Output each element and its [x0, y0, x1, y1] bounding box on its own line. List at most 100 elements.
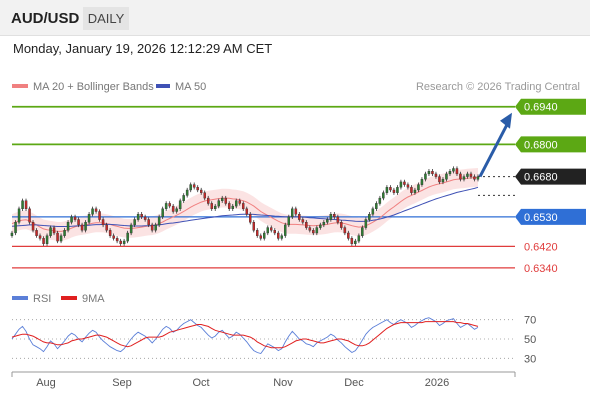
- rsi-level-label-70: 70: [524, 315, 536, 327]
- rsi-ma-line: [11, 321, 479, 349]
- candle-body: [171, 205, 175, 212]
- candle-body: [308, 227, 312, 231]
- candle-body: [466, 173, 469, 177]
- research-credit: Research © 2026 Trading Central: [416, 81, 580, 93]
- candle-body: [206, 197, 210, 204]
- candle-body: [312, 230, 315, 234]
- x-tick-label-Oct: Oct: [192, 377, 209, 389]
- candle-body: [378, 197, 382, 204]
- candle-body: [410, 187, 413, 193]
- candle-body: [14, 221, 17, 234]
- chart-header: AUD/USD DAILY: [0, 0, 590, 36]
- candle-body: [84, 221, 87, 231]
- candle-body: [94, 208, 98, 212]
- candle-body: [143, 216, 147, 220]
- candle-body: [459, 173, 462, 180]
- candle-body: [168, 203, 171, 207]
- rsi-ma-legend-label: 9MA: [82, 293, 105, 305]
- x-tick-label-Sep: Sep: [112, 377, 132, 389]
- candle-body: [42, 238, 45, 244]
- candle-body: [31, 221, 35, 231]
- candle-body: [112, 235, 115, 239]
- candle-body: [238, 200, 241, 204]
- bollinger-band: [12, 168, 478, 241]
- ma50-legend-swatch: [156, 84, 170, 88]
- candle-body: [105, 224, 108, 231]
- candle-body: [59, 235, 63, 242]
- candle-body: [343, 227, 347, 234]
- candle-body: [66, 221, 70, 231]
- candle-body: [273, 230, 277, 234]
- candle-body: [270, 227, 273, 231]
- candle-body: [259, 235, 263, 239]
- candle-body: [52, 227, 56, 234]
- candle-body: [28, 208, 31, 223]
- candle-body: [417, 184, 420, 191]
- candle-body: [108, 230, 112, 236]
- level-label-0.6420: 0.6420: [524, 241, 558, 253]
- candle-body: [277, 232, 280, 239]
- current-price-label: 0.6680: [524, 172, 558, 184]
- candle-body: [133, 219, 136, 226]
- ma20-legend-label: MA 20 + Bollinger Bands: [33, 81, 154, 93]
- candle-body: [298, 213, 301, 220]
- candle-body: [354, 240, 357, 244]
- current-price-tag: [515, 168, 586, 185]
- forecast-arrow-head: [500, 112, 512, 129]
- candle-body: [231, 205, 234, 210]
- candle-body: [182, 195, 185, 201]
- ma20-line: [11, 176, 479, 232]
- candle-body: [340, 221, 343, 228]
- candle-body: [91, 208, 94, 215]
- candle-body: [396, 187, 399, 193]
- candle-body: [87, 213, 91, 223]
- level-label-0.6340: 0.6340: [524, 263, 558, 275]
- candle-body: [399, 181, 403, 188]
- candle-body: [199, 189, 203, 193]
- candle-body: [284, 224, 287, 236]
- candle-body: [129, 224, 133, 234]
- candle-body: [122, 240, 126, 244]
- candle-body: [175, 208, 178, 212]
- candle-body: [241, 203, 245, 209]
- candle-body: [434, 173, 438, 177]
- candle-body: [392, 189, 396, 193]
- candle-body: [73, 216, 77, 220]
- ma20-legend-swatch: [12, 84, 28, 88]
- timeframe-button[interactable]: DAILY: [83, 7, 129, 30]
- candle-body: [157, 216, 161, 226]
- candle-body: [336, 216, 340, 223]
- candle-body: [301, 219, 305, 223]
- candle-body: [294, 208, 298, 215]
- candle-body: [361, 227, 364, 236]
- candle-body: [280, 235, 284, 239]
- candle-body: [420, 179, 424, 185]
- candle-body: [101, 219, 105, 226]
- candle-body: [126, 232, 129, 242]
- candle-body: [329, 213, 333, 220]
- candle-body: [305, 221, 308, 228]
- candle-body: [455, 168, 459, 175]
- candle-body: [375, 203, 378, 209]
- candle-body: [287, 216, 291, 226]
- candle-body: [210, 203, 213, 209]
- candle-body: [161, 208, 164, 218]
- candle-body: [291, 208, 294, 218]
- candle-body: [80, 224, 84, 231]
- candle-body: [189, 184, 192, 191]
- candle-body: [63, 230, 66, 236]
- candle-body: [203, 192, 206, 199]
- candle-body: [136, 213, 140, 220]
- candle-body: [38, 235, 42, 239]
- rsi-ma-legend-swatch: [61, 296, 77, 300]
- candle-body: [403, 181, 406, 185]
- candle-body: [245, 208, 248, 215]
- ma50-legend-label: MA 50: [175, 81, 206, 93]
- candle-body: [424, 173, 427, 180]
- candle-body: [196, 187, 199, 191]
- symbol-title: AUD/USD: [11, 10, 80, 27]
- candle-body: [326, 219, 329, 223]
- candle-body: [263, 232, 266, 239]
- candle-body: [10, 232, 14, 236]
